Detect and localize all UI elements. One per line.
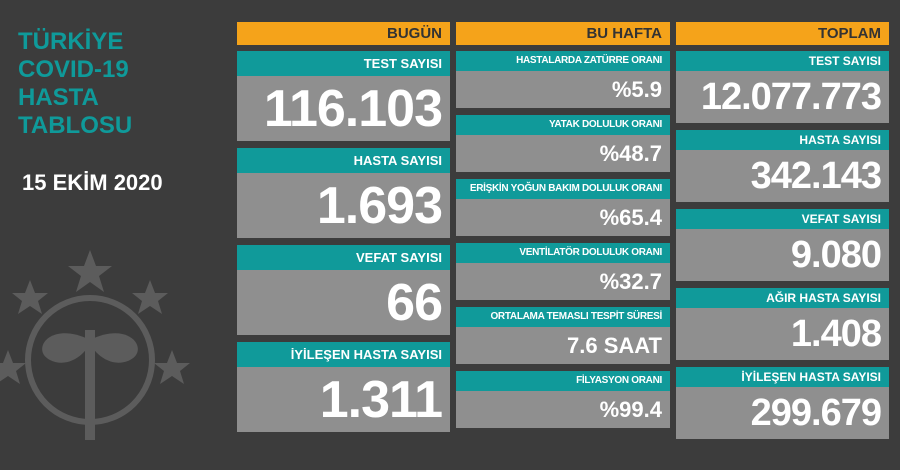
total-death-card: VEFAT SAYISI 9.080 bbox=[676, 209, 889, 281]
total-test-card: TEST SAYISI 12.077.773 bbox=[676, 51, 889, 123]
page-title: TÜRKİYE COVID-19 HASTA TABLOSU bbox=[18, 28, 208, 140]
today-death-card: VEFAT SAYISI 66 bbox=[237, 245, 450, 335]
week-header: BU HAFTA bbox=[456, 22, 670, 45]
card-value: %48.7 bbox=[599, 141, 662, 166]
total-recovered-card: İYİLEŞEN HASTA SAYISI 299.679 bbox=[676, 367, 889, 439]
card-label: VENTİLATÖR DOLULUK ORANI bbox=[456, 243, 670, 263]
today-case-card: HASTA SAYISI 1.693 bbox=[237, 148, 450, 238]
title-line: TABLOSU bbox=[18, 112, 133, 139]
card-label: FİLYASYON ORANI bbox=[456, 371, 670, 391]
card-label: AĞIR HASTA SAYISI bbox=[676, 288, 889, 308]
bed-occupancy-card: YATAK DOLULUK ORANI %48.7 bbox=[456, 115, 670, 172]
title-line: HASTA bbox=[18, 84, 99, 111]
icu-occupancy-card: ERİŞKİN YOĞUN BAKIM DOLULUK ORANI %65.4 bbox=[456, 179, 670, 236]
card-value: 7.6 SAAT bbox=[567, 333, 662, 358]
today-column: BUGÜN TEST SAYISI 116.103 HASTA SAYISI 1… bbox=[237, 22, 450, 439]
card-value: 1.311 bbox=[319, 371, 443, 429]
card-value: 1.693 bbox=[316, 177, 443, 235]
card-label: İYİLEŞEN HASTA SAYISI bbox=[237, 342, 450, 367]
card-label: HASTA SAYISI bbox=[237, 148, 450, 173]
card-value: %5.9 bbox=[611, 77, 662, 102]
card-label: HASTALARDA ZATÜRRE ORANI bbox=[456, 51, 670, 71]
card-label: ERİŞKİN YOĞUN BAKIM DOLULUK ORANI bbox=[456, 179, 670, 199]
card-label: İYİLEŞEN HASTA SAYISI bbox=[676, 367, 889, 387]
title-line: COVID-19 bbox=[18, 56, 129, 83]
card-label: TEST SAYISI bbox=[237, 51, 450, 76]
card-value: %65.4 bbox=[599, 205, 662, 230]
total-severe-card: AĞIR HASTA SAYISI 1.408 bbox=[676, 288, 889, 360]
pneumonia-rate-card: HASTALARDA ZATÜRRE ORANI %5.9 bbox=[456, 51, 670, 108]
card-value: 12.077.773 bbox=[700, 76, 882, 118]
card-value: 299.679 bbox=[750, 392, 882, 434]
week-column: BU HAFTA HASTALARDA ZATÜRRE ORANI %5.9 Y… bbox=[456, 22, 670, 435]
today-recovered-card: İYİLEŞEN HASTA SAYISI 1.311 bbox=[237, 342, 450, 432]
filiation-rate-card: FİLYASYON ORANI %99.4 bbox=[456, 371, 670, 428]
report-date: 15 EKİM 2020 bbox=[22, 170, 163, 195]
card-value: 116.103 bbox=[263, 80, 443, 138]
title-line: TÜRKİYE bbox=[18, 28, 124, 55]
ventilator-occupancy-card: VENTİLATÖR DOLULUK ORANI %32.7 bbox=[456, 243, 670, 300]
card-value: 66 bbox=[386, 274, 443, 332]
total-header: TOPLAM bbox=[676, 22, 889, 45]
card-label: ORTALAMA TEMASLI TESPİT SÜRESİ bbox=[456, 307, 670, 327]
card-value: 342.143 bbox=[750, 155, 882, 197]
card-label: VEFAT SAYISI bbox=[237, 245, 450, 270]
card-label: VEFAT SAYISI bbox=[676, 209, 889, 229]
card-value: %32.7 bbox=[599, 269, 662, 294]
card-label: HASTA SAYISI bbox=[676, 130, 889, 150]
contact-tracing-time-card: ORTALAMA TEMASLI TESPİT SÜRESİ 7.6 SAAT bbox=[456, 307, 670, 364]
today-header: BUGÜN bbox=[237, 22, 450, 45]
total-column: TOPLAM TEST SAYISI 12.077.773 HASTA SAYI… bbox=[676, 22, 889, 446]
today-test-card: TEST SAYISI 116.103 bbox=[237, 51, 450, 141]
card-value: %99.4 bbox=[599, 397, 662, 422]
ministry-emblem-icon bbox=[0, 250, 190, 440]
total-case-card: HASTA SAYISI 342.143 bbox=[676, 130, 889, 202]
card-label: YATAK DOLULUK ORANI bbox=[456, 115, 670, 135]
card-label: TEST SAYISI bbox=[676, 51, 889, 71]
card-value: 1.408 bbox=[790, 313, 882, 355]
card-value: 9.080 bbox=[790, 234, 882, 276]
